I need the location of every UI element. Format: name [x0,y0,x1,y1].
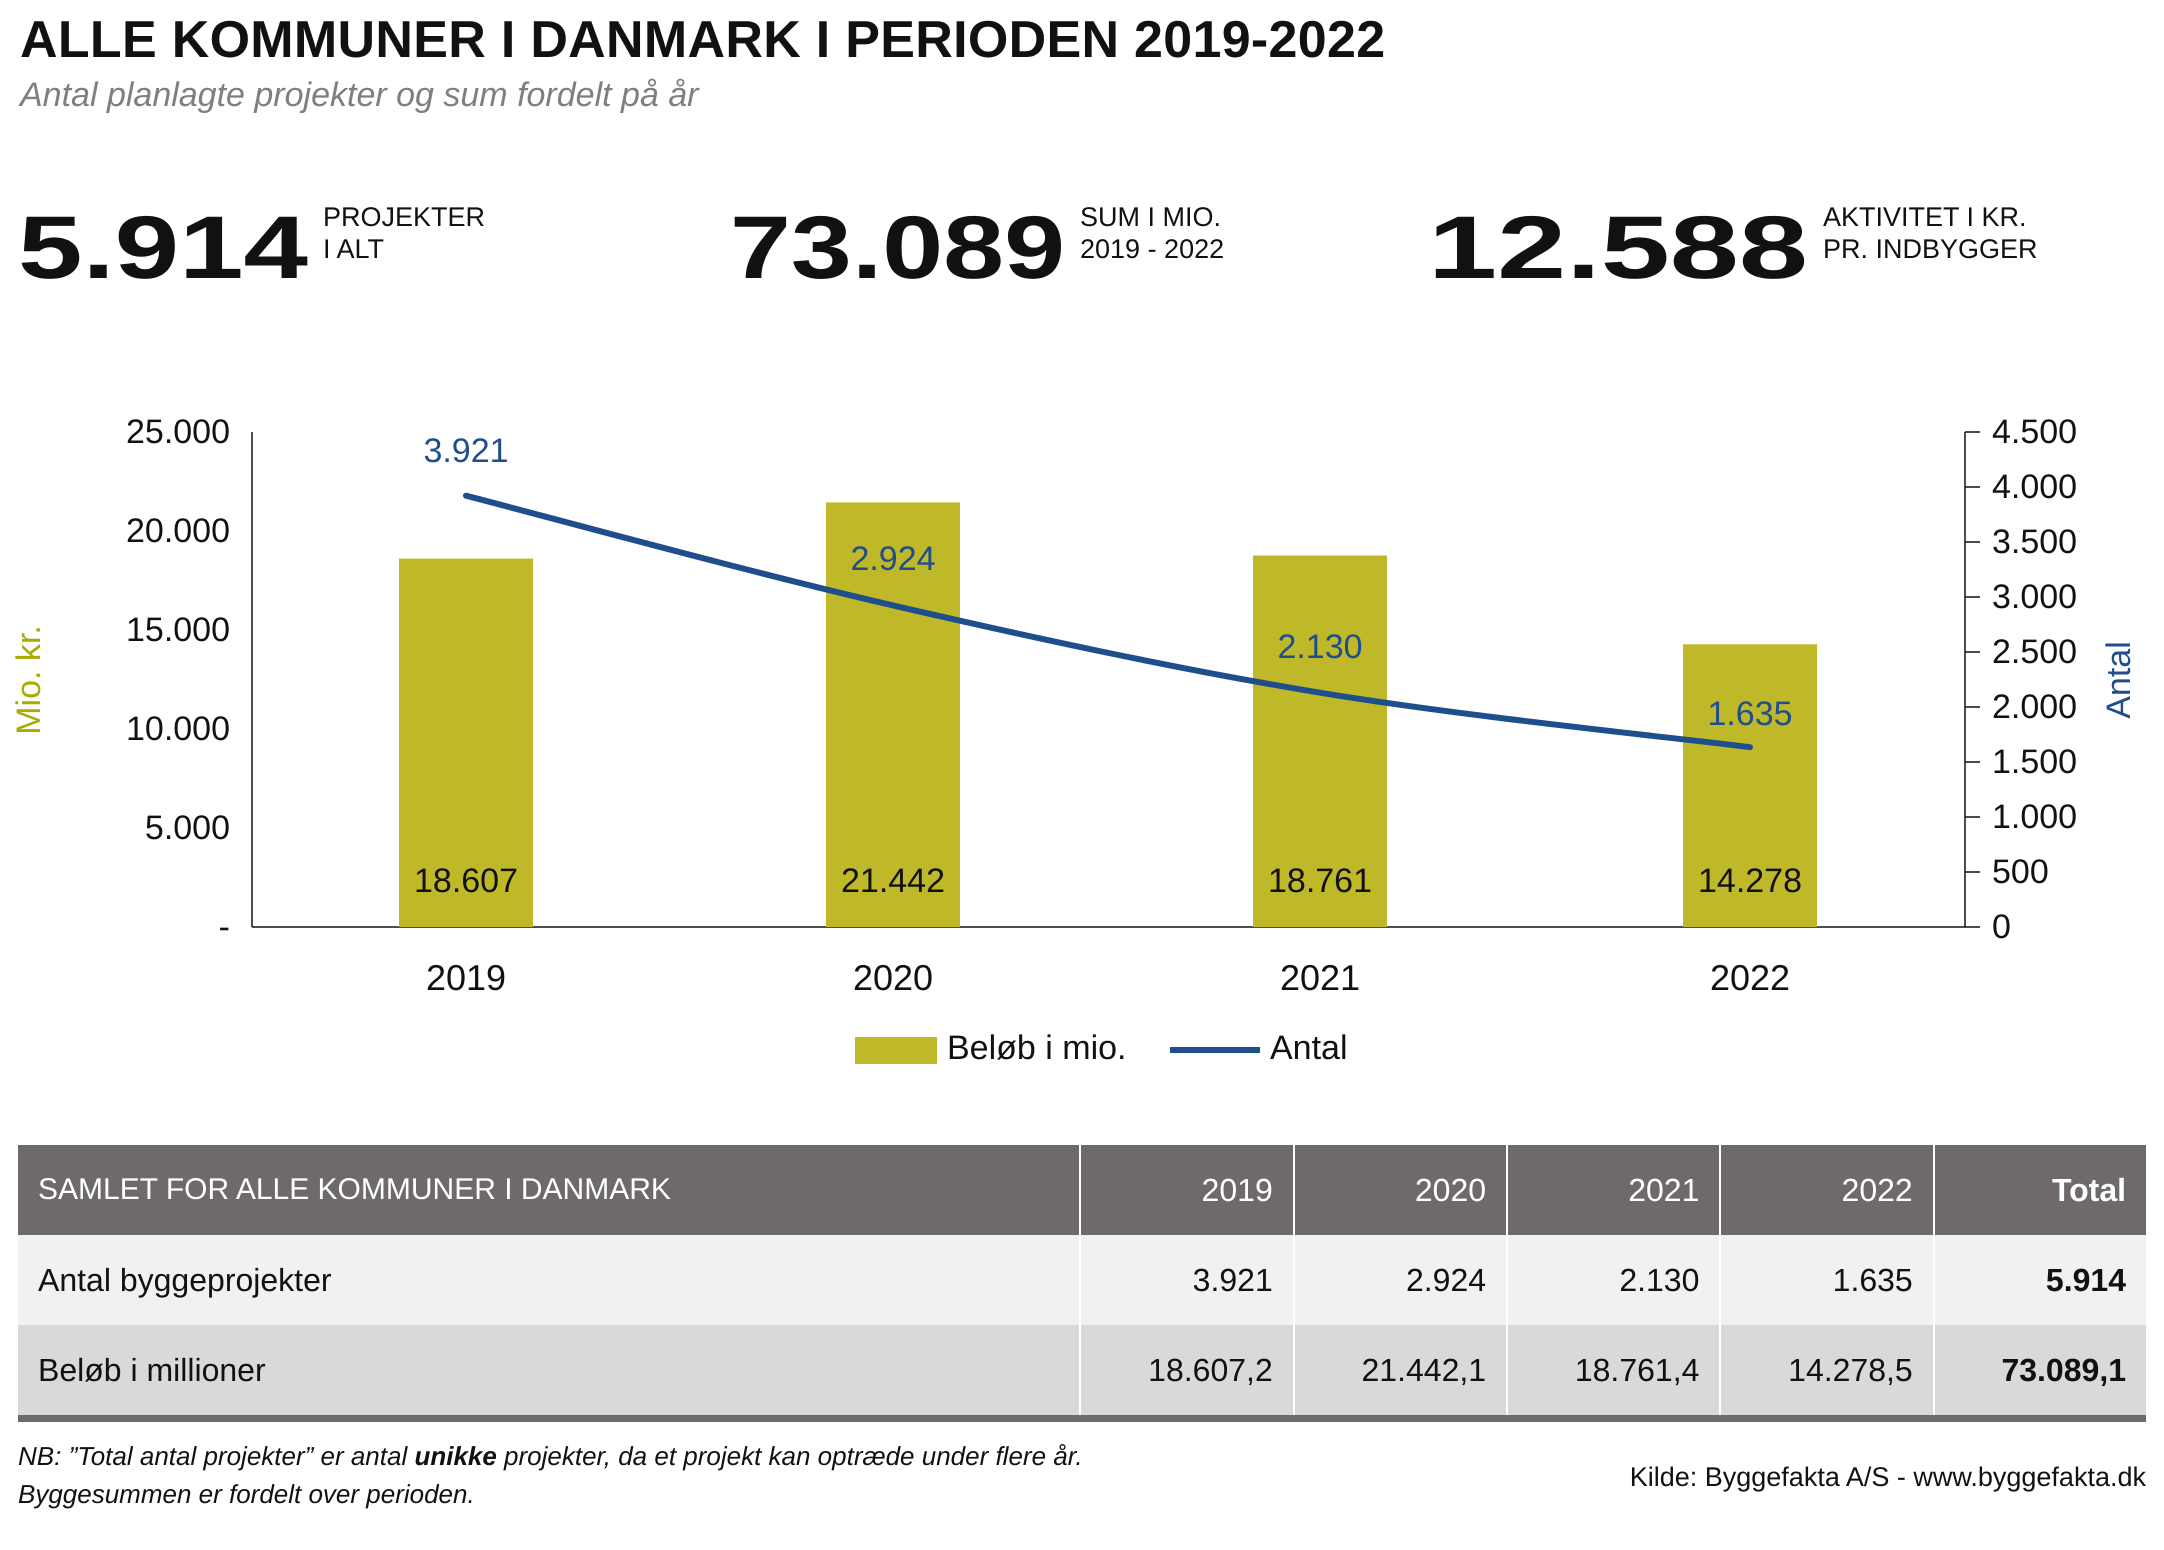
svg-text:4.000: 4.000 [1992,468,2077,506]
svg-text:1.500: 1.500 [1992,743,2077,781]
svg-text:21.442: 21.442 [841,862,945,900]
svg-text:15.000: 15.000 [126,611,230,649]
svg-text:3.500: 3.500 [1992,523,2077,561]
svg-text:10.000: 10.000 [126,710,230,748]
svg-text:18.761: 18.761 [1268,862,1372,900]
svg-text:500: 500 [1992,853,2049,891]
svg-text:-: - [219,908,230,946]
svg-text:Beløb i mio.: Beløb i mio. [947,1029,1127,1067]
svg-text:0: 0 [1992,908,2011,946]
svg-text:3.921: 3.921 [423,432,508,470]
svg-text:2.000: 2.000 [1992,688,2077,726]
svg-text:4.500: 4.500 [1992,413,2077,451]
svg-text:2.500: 2.500 [1992,633,2077,671]
svg-text:18.607: 18.607 [414,862,518,900]
svg-text:Antal: Antal [1270,1029,1348,1067]
svg-text:2.130: 2.130 [1277,628,1362,666]
svg-text:5.000: 5.000 [145,809,230,847]
svg-text:2021: 2021 [1280,957,1360,998]
svg-text:2.924: 2.924 [850,540,935,578]
svg-text:2020: 2020 [853,957,933,998]
svg-text:2019: 2019 [426,957,506,998]
svg-text:1.635: 1.635 [1707,695,1792,733]
svg-text:1.000: 1.000 [1992,798,2077,836]
svg-text:2022: 2022 [1710,957,1790,998]
svg-text:3.000: 3.000 [1992,578,2077,616]
svg-text:20.000: 20.000 [126,512,230,550]
svg-text:Antal: Antal [2100,641,2138,719]
svg-text:Mio. kr.: Mio. kr. [10,625,48,735]
svg-text:14.278: 14.278 [1698,862,1802,900]
svg-text:25.000: 25.000 [126,413,230,451]
